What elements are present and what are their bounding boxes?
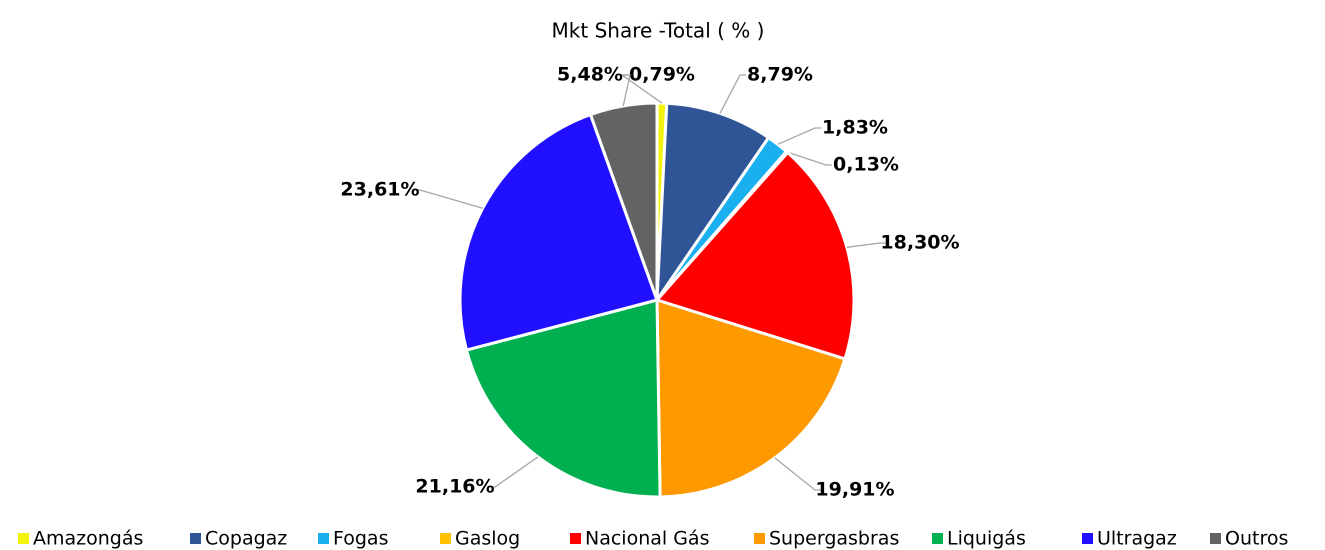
pie-slice (464, 298, 662, 499)
data-label: 18,30% (880, 232, 959, 254)
legend-swatch (570, 533, 581, 544)
leader-line (777, 127, 821, 145)
pie-slice (655, 101, 771, 306)
pie-slice (458, 112, 659, 352)
data-label: 21,16% (415, 476, 494, 498)
legend-swatch (18, 533, 29, 544)
legend-swatch (932, 533, 943, 544)
leader-line (774, 457, 821, 491)
data-label: 23,61% (340, 179, 419, 201)
legend-swatch (190, 533, 201, 544)
data-label: 5,48% (557, 64, 623, 86)
leader-line (846, 242, 886, 248)
pie-slice (588, 101, 659, 301)
leader-line (719, 74, 746, 114)
legend-label: Amazongás (33, 528, 143, 550)
data-label: 0,13% (833, 154, 899, 176)
data-label: 1,83% (822, 117, 888, 139)
legend-label: Copagaz (205, 528, 287, 550)
legend-label: Nacional Gás (585, 528, 709, 550)
legend-swatch (1082, 533, 1093, 544)
legend-label: Supergasbras (769, 528, 899, 550)
data-label: 19,91% (815, 479, 894, 501)
legend-label: Gaslog (455, 528, 520, 550)
legend-label: Fogas (333, 528, 388, 550)
data-label: 0,79% (629, 64, 695, 86)
legend-swatch (318, 533, 329, 544)
legend-swatch (754, 533, 765, 544)
leader-line (622, 74, 631, 107)
legend-label: Outros (1225, 528, 1288, 550)
chart-title: Mkt Share -Total ( % ) (552, 19, 765, 43)
legend-label: Ultragaz (1097, 528, 1177, 550)
legend-label: Liquigás (947, 528, 1026, 550)
leader-line (414, 189, 483, 209)
legend-swatch (440, 533, 451, 544)
leader-line (786, 151, 832, 166)
leader-line (489, 456, 539, 488)
legend-swatch (1210, 533, 1221, 544)
data-label: 8,79% (747, 64, 813, 86)
